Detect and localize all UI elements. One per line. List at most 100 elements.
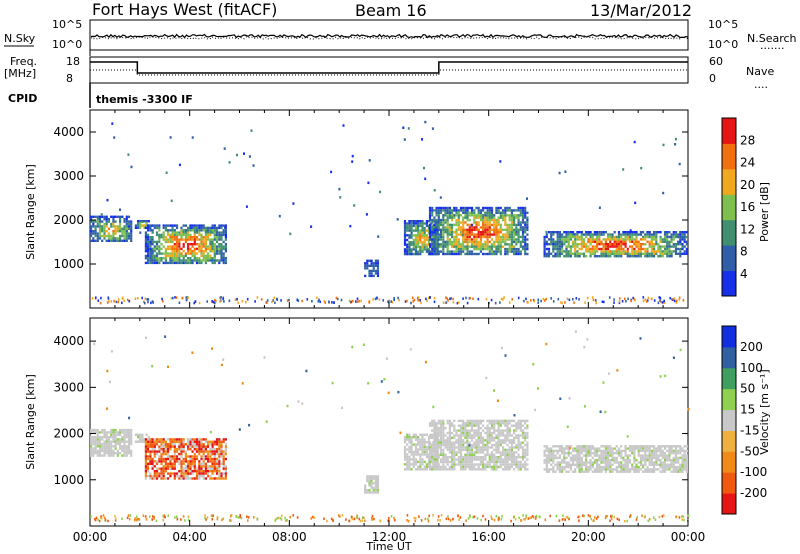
scatter-cell	[622, 240, 625, 243]
scatter-cell	[143, 220, 146, 223]
scatter-cell	[195, 224, 199, 227]
scatter-cell	[442, 422, 445, 425]
scatter-cell	[628, 445, 632, 448]
scatter-cell	[453, 448, 456, 452]
outlier-cell	[424, 120, 427, 124]
scatter-cell	[635, 463, 638, 466]
scatter-cell	[406, 458, 409, 461]
scatter-cell	[90, 445, 93, 448]
scatter-cell	[593, 452, 596, 455]
scatter-cell	[414, 458, 418, 461]
scatter-cell	[453, 463, 456, 466]
scatter-cell	[646, 252, 649, 255]
scatter-cell	[633, 461, 636, 464]
scatter-cell	[127, 232, 131, 235]
scatter-cell	[158, 229, 161, 232]
scatter-cell	[495, 250, 498, 253]
scatter-cell	[127, 227, 131, 230]
scatter-cell	[604, 447, 607, 450]
scatter-cell	[90, 227, 93, 230]
scatter-cell	[683, 456, 686, 460]
scatter-cell	[580, 452, 583, 455]
scatter-cell	[173, 474, 176, 478]
scatter-cell	[462, 465, 465, 469]
scatter-cell	[580, 456, 583, 460]
scatter-cell	[406, 438, 409, 441]
scatter-cell	[448, 252, 451, 256]
ground-scatter-cell	[510, 519, 512, 523]
scatter-cell	[567, 235, 570, 239]
scatter-cell	[466, 206, 469, 210]
scatter-cell	[683, 240, 686, 243]
scatter-cell	[453, 216, 456, 219]
scatter-cell	[459, 252, 463, 256]
scatter-cell	[218, 236, 221, 239]
scatter-cell	[372, 486, 375, 490]
cpid-text: themis -3300 IF	[96, 93, 193, 106]
scatter-cell	[164, 440, 167, 443]
scatter-cell	[412, 453, 415, 456]
scatter-cell	[428, 245, 432, 248]
scatter-cell	[464, 216, 467, 219]
scatter-cell	[508, 247, 511, 251]
scatter-cell	[502, 228, 505, 231]
scatter-cell	[589, 240, 592, 243]
scatter-cell	[462, 206, 465, 210]
freq-label-line1: Freq.	[10, 55, 37, 68]
scatter-cell	[493, 221, 496, 224]
ground-scatter-cell	[296, 516, 299, 519]
scatter-cell	[419, 224, 422, 228]
scatter-cell	[604, 255, 607, 258]
ground-scatter-cell	[127, 298, 129, 302]
scatter-cell	[466, 441, 469, 444]
scatter-cell	[484, 446, 487, 449]
scatter-cell	[653, 465, 656, 469]
scatter-cell	[419, 252, 422, 256]
scatter-cell	[589, 235, 592, 239]
scatter-cell	[169, 233, 172, 237]
scatter-cell	[519, 446, 522, 449]
scatter-cell	[624, 465, 627, 469]
scatter-cell	[631, 452, 634, 455]
scatter-cell	[462, 221, 465, 224]
scatter-cell	[406, 448, 409, 451]
scatter-cell	[552, 231, 555, 234]
scatter-cell	[617, 235, 621, 239]
scatter-cell	[96, 239, 99, 242]
scatter-cell	[479, 238, 482, 241]
scatter-cell	[598, 235, 601, 239]
scatter-cell	[470, 448, 474, 452]
scatter-cell	[428, 460, 432, 464]
scatter-cell	[421, 224, 424, 228]
ground-scatter-cell	[236, 297, 238, 301]
scatter-cell	[622, 233, 625, 236]
scatter-cell	[182, 445, 185, 448]
scatter-cell	[504, 209, 507, 212]
scatter-cell	[431, 252, 434, 256]
scatter-cell	[613, 235, 616, 239]
scatter-cell	[661, 463, 664, 466]
scatter-cell	[596, 447, 599, 450]
scatter-cell	[508, 233, 511, 236]
scatter-cell	[406, 245, 409, 249]
scatter-cell	[473, 441, 476, 444]
scatter-cell	[547, 238, 551, 241]
scatter-cell	[642, 449, 645, 453]
scatter-cell	[609, 245, 612, 248]
scatter-cell	[504, 214, 507, 217]
scatter-cell	[552, 449, 555, 453]
scatter-cell	[103, 452, 106, 455]
scatter-cell	[178, 457, 181, 461]
scatter-cell	[617, 255, 621, 258]
scatter-cell	[521, 441, 525, 444]
scatter-cell	[412, 245, 415, 249]
scatter-cell	[410, 448, 413, 451]
scatter-cell	[510, 443, 513, 447]
scatter-cell	[484, 206, 487, 210]
ground-scatter-cell	[404, 300, 407, 303]
scatter-cell	[193, 477, 196, 480]
scatter-cell	[446, 431, 449, 435]
scatter-cell	[414, 227, 418, 230]
scatter-cell	[672, 235, 675, 239]
